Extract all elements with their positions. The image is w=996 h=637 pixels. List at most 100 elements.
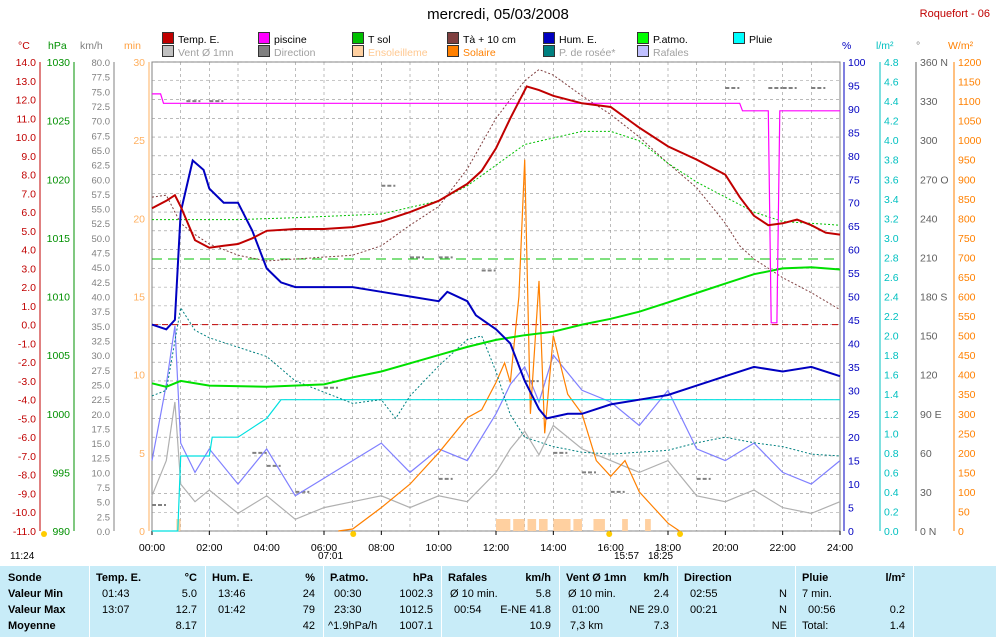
axis-tick-label: 1000 — [958, 135, 982, 147]
axis-tick-label: 20.0 — [92, 410, 111, 421]
dir-max-time: 00:21 — [690, 604, 718, 616]
legend-label: P.atmo. — [653, 34, 688, 46]
axis-tick-label: 400 — [958, 370, 976, 382]
axis-tick-label: 85 — [848, 127, 860, 139]
axis-tick-label: -7.0 — [18, 451, 36, 463]
axis-tick-label: 0.0 — [97, 527, 110, 538]
axis-tick-label: -5.0 — [18, 413, 36, 425]
axis-tick-label: 15 — [133, 292, 145, 304]
axis-tick-label: 100 — [958, 487, 976, 499]
legend-item: P. de rosée* — [543, 45, 615, 59]
rain-unit: l/m² — [876, 40, 894, 52]
site-name: Roquefort - 06 — [919, 8, 990, 20]
axis-tick-label: 2.5 — [97, 512, 110, 523]
axis-tick-label: 77.5 — [92, 73, 111, 84]
axis-tick-label: 0 — [958, 526, 964, 538]
header-pluie: Pluie — [802, 572, 829, 584]
axis-tick-label: 70.0 — [92, 117, 111, 128]
dir-avg-value: NE — [771, 620, 787, 632]
series-line-pluie — [152, 399, 840, 532]
header-dir: Direction — [684, 572, 732, 584]
axis-tick-label: 25 — [133, 135, 145, 147]
header-sonde: Sonde — [8, 572, 42, 584]
axis-tick-label: -8.0 — [18, 470, 36, 482]
axis-tick-label: 4.8 — [884, 57, 899, 69]
legend-label: Tà + 10 cm — [463, 34, 516, 46]
axis-tick-label: 200 — [958, 448, 976, 460]
series-line-hum-e- — [151, 158, 841, 420]
axis-tick-label: 1100 — [958, 96, 981, 108]
temp-min-value: 5.0 — [181, 588, 197, 600]
col-pluie: Pluie l/m² 7 min. 00:56 0.2 Total: 1.4 — [796, 566, 914, 637]
x-tick-label: 18:00 — [655, 542, 681, 554]
legend-item: piscine — [258, 32, 307, 46]
legend-item: Rafales — [637, 45, 689, 59]
axis-tick-label: 100 — [848, 57, 866, 69]
axis-tick-label: 1200 — [958, 57, 982, 69]
axis-tick-label: 1.0 — [884, 428, 899, 440]
axis-tick-label: 3.0 — [21, 263, 36, 275]
axis-tick-label: 57.5 — [92, 190, 111, 201]
axis-tick-label: 10 — [133, 370, 145, 382]
vent-avg-value: 7.3 — [653, 620, 669, 632]
axis-tick-label: -2.0 — [18, 357, 36, 369]
axis-tick-label: 3.4 — [884, 194, 899, 206]
press-min-time: 00:30 — [334, 588, 362, 600]
sun-marker — [41, 531, 47, 537]
legend-item: P.atmo. — [637, 32, 688, 46]
axis-tick-label: 55.0 — [92, 205, 111, 216]
axis-tick-label: 250 — [958, 428, 976, 440]
axis-tick-label: 600 — [958, 292, 976, 304]
axis-tick-label: 210 — [920, 252, 938, 264]
legend-swatch — [258, 45, 270, 57]
series-line-t-sol — [152, 130, 841, 226]
row-label-min: Valeur Min — [8, 588, 64, 600]
sunset-label: 18:25 — [648, 551, 674, 562]
min-unit: min — [124, 40, 141, 52]
col-rafales: Rafales km/h Ø 10 min. 5.8 00:54 E-NE 41… — [442, 566, 560, 637]
axis-tick-label: -4.0 — [18, 395, 36, 407]
col-press: P.atmo. hPa 00:30 1002.3 23:30 1012.5 ^1… — [324, 566, 442, 637]
x-tick-label: 14:00 — [540, 542, 566, 554]
axis-tick-label: 75 — [848, 174, 860, 186]
axis-tick-label: 900 — [958, 174, 976, 186]
header-press-unit: hPa — [412, 572, 433, 584]
temp-avg-value: 8.17 — [175, 620, 197, 632]
axis-tick-label: 62.5 — [92, 161, 111, 172]
legend-label: piscine — [274, 34, 307, 46]
axis-tick-label: 32.5 — [92, 336, 111, 347]
sunshine-block — [622, 519, 628, 531]
legend-label: Direction — [274, 47, 316, 59]
axis-tick-label: 0 — [848, 526, 854, 538]
vent-min-label: Ø 10 min. — [568, 588, 616, 600]
legend-item: Hum. E. — [543, 32, 597, 46]
axis-tick-label: 30.0 — [92, 351, 111, 362]
axis-tick-label: 1150 — [958, 77, 981, 89]
col-sonde: Sonde Valeur Min Valeur Max Moyenne — [0, 566, 90, 637]
legend-swatch — [162, 45, 174, 57]
press-max-value: 1012.5 — [399, 604, 433, 616]
axis-tick-label: 150 — [920, 331, 938, 343]
axis-tick-label: 30 — [848, 385, 860, 397]
axis-tick-label: 55 — [848, 268, 860, 280]
sunshine-block — [527, 519, 537, 531]
axis-tick-label: -9.0 — [18, 488, 36, 500]
axis-tick-label: 350 — [958, 389, 976, 401]
header-press: P.atmo. — [330, 572, 369, 584]
dir-max-value: N — [779, 604, 787, 616]
axis-tick-label: 4.2 — [884, 116, 899, 128]
x-tick-label: 12:00 — [483, 542, 509, 554]
header-pluie-unit: l/m² — [885, 572, 905, 584]
sun-marker — [606, 531, 613, 537]
axis-tick-label: 0.0 — [884, 526, 899, 538]
vent-max-value: NE 29.0 — [629, 604, 669, 616]
pluie-max-value: 0.2 — [889, 604, 905, 616]
sunrise-label: 07:01 — [318, 551, 344, 562]
legend-swatch — [447, 32, 459, 44]
sun-mark-label: 15:57 — [614, 551, 640, 562]
axis-tick-label: 270 O — [920, 174, 949, 186]
header-vent-unit: km/h — [643, 572, 669, 584]
legend-label: Solaire — [463, 47, 496, 59]
axis-tick-label: 72.5 — [92, 102, 111, 113]
